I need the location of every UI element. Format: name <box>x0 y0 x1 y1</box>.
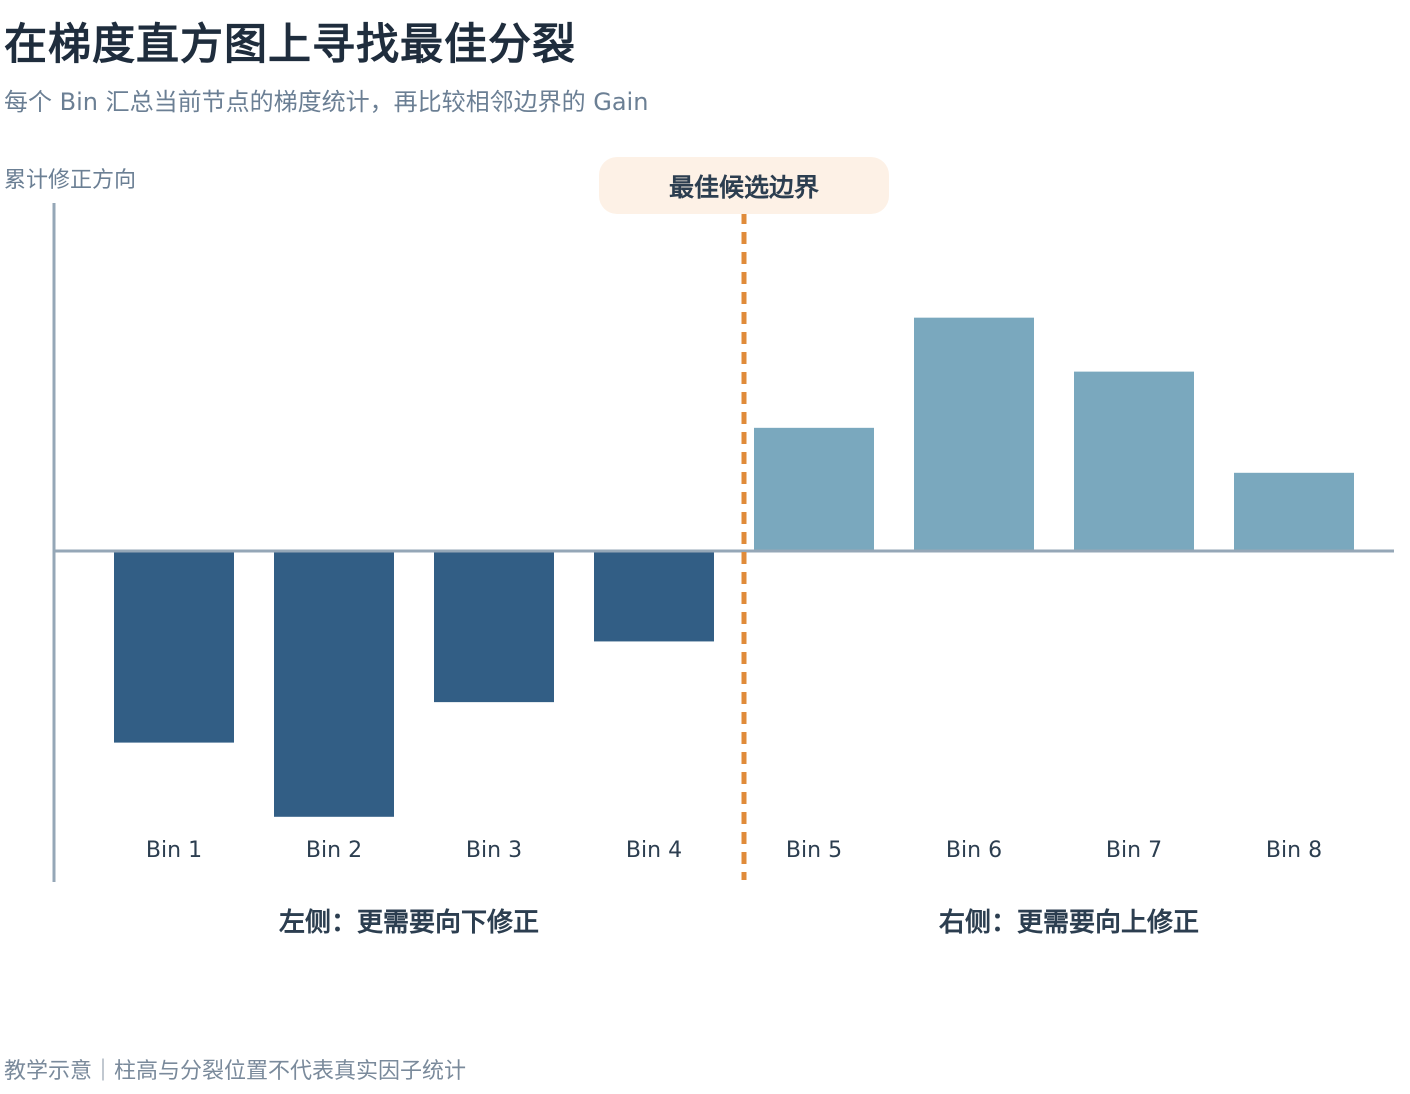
x-tick-label: Bin 1 <box>146 838 202 863</box>
footer-note: 教学示意｜柱高与分裂位置不代表真实因子统计 <box>4 1059 467 1084</box>
x-tick-label: Bin 7 <box>1106 838 1162 863</box>
bars-group <box>114 317 1354 817</box>
bar-5 <box>754 427 874 552</box>
x-tick-label: Bin 3 <box>466 838 522 863</box>
right-side-label: 右侧：更需要向上修正 <box>939 907 1199 938</box>
x-tick-label: Bin 2 <box>306 838 362 863</box>
tick-labels-group: Bin 1 Bin 2 Bin 3 Bin 4 Bin 5 Bin 6 Bin 7 Bin 8 <box>146 838 1322 863</box>
bar-6 <box>914 317 1034 552</box>
bar-8 <box>1234 472 1354 552</box>
y-axis-title: 累计修正方向 <box>4 168 136 193</box>
bar-1 <box>114 551 234 743</box>
left-side-label: 左侧：更需要向下修正 <box>279 907 539 938</box>
bar-4 <box>594 551 714 642</box>
x-tick-label: Bin 8 <box>1266 838 1322 863</box>
x-tick-label: Bin 6 <box>946 838 1002 863</box>
split-callout-box <box>599 157 889 214</box>
bar-2 <box>274 551 394 817</box>
chart-title: 在梯度直方图上寻找最佳分裂 <box>4 20 576 70</box>
x-tick-label: Bin 5 <box>786 838 842 863</box>
x-tick-label: Bin 4 <box>626 838 682 863</box>
bar-7 <box>1074 371 1194 552</box>
chart-subtitle: 每个 Bin 汇总当前节点的梯度统计，再比较相邻边界的 Gain <box>4 88 649 116</box>
bar-3 <box>434 551 554 703</box>
split-callout-label: 最佳候选边界 <box>669 173 819 202</box>
